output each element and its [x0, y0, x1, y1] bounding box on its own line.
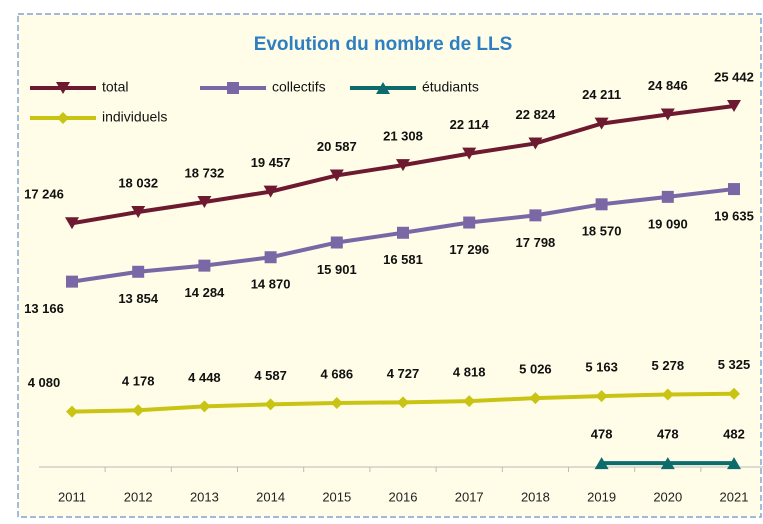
data-label: 22 824	[516, 107, 557, 122]
data-label: 5 026	[519, 362, 552, 377]
data-label: 18 032	[118, 175, 158, 190]
data-label: 4 587	[254, 368, 287, 383]
legend-label: total	[102, 79, 128, 95]
data-label: 16 581	[383, 252, 423, 267]
data-label: 14 870	[251, 277, 291, 292]
x-tick-label: 2015	[322, 489, 351, 504]
data-point	[463, 217, 475, 229]
x-tick-label: 2019	[587, 489, 616, 504]
data-label: 5 325	[718, 357, 751, 372]
data-label: 4 818	[453, 365, 486, 380]
data-label: 17 296	[449, 242, 489, 257]
data-label: 5 278	[652, 358, 685, 373]
data-label: 18 570	[582, 224, 622, 239]
data-label: 4 448	[188, 370, 221, 385]
x-tick-label: 2011	[58, 489, 86, 504]
x-tick-label: 2021	[720, 489, 749, 504]
data-label: 19 635	[714, 209, 754, 224]
data-point	[132, 266, 144, 278]
data-point	[728, 183, 740, 195]
x-tick-label: 2017	[455, 489, 484, 504]
data-label: 478	[591, 427, 613, 442]
x-tick-label: 2014	[256, 489, 285, 504]
data-point	[397, 227, 409, 239]
legend-marker	[227, 82, 239, 94]
legend-label: individuels	[102, 109, 167, 125]
data-label: 19 090	[648, 216, 688, 231]
data-label: 17 246	[24, 187, 64, 202]
data-label: 24 211	[582, 87, 621, 102]
x-tick-label: 2020	[653, 489, 682, 504]
data-label: 13 166	[24, 301, 64, 316]
data-point	[662, 191, 674, 203]
data-label: 18 732	[185, 165, 225, 180]
x-tick-label: 2018	[521, 489, 550, 504]
data-label: 4 727	[387, 366, 420, 381]
data-point	[198, 260, 210, 272]
data-label: 25 442	[714, 69, 754, 84]
x-tick-label: 2013	[190, 489, 219, 504]
chart-title: Evolution du nombre de LLS	[254, 34, 513, 55]
data-label: 4 686	[321, 366, 354, 381]
data-point	[331, 236, 343, 248]
data-label: 13 854	[118, 291, 159, 306]
data-point	[596, 198, 608, 210]
data-label: 20 587	[317, 139, 357, 154]
data-point	[265, 251, 277, 263]
x-tick-label: 2012	[124, 489, 153, 504]
data-label: 4 178	[122, 374, 155, 389]
data-label: 21 308	[383, 129, 423, 144]
data-point	[529, 209, 541, 221]
data-label: 15 901	[317, 262, 357, 277]
data-label: 478	[657, 427, 679, 442]
data-point	[66, 276, 78, 288]
data-label: 5 163	[585, 360, 618, 375]
data-label: 17 798	[516, 235, 556, 250]
legend-label: étudiants	[422, 79, 479, 95]
legend-label: collectifs	[272, 79, 326, 95]
data-label: 19 457	[251, 155, 291, 170]
data-label: 4 080	[28, 375, 61, 390]
data-label: 24 846	[648, 78, 688, 93]
x-tick-label: 2016	[389, 489, 418, 504]
data-label: 22 114	[450, 117, 490, 132]
data-label: 14 284	[185, 285, 226, 300]
data-label: 482	[723, 427, 745, 442]
